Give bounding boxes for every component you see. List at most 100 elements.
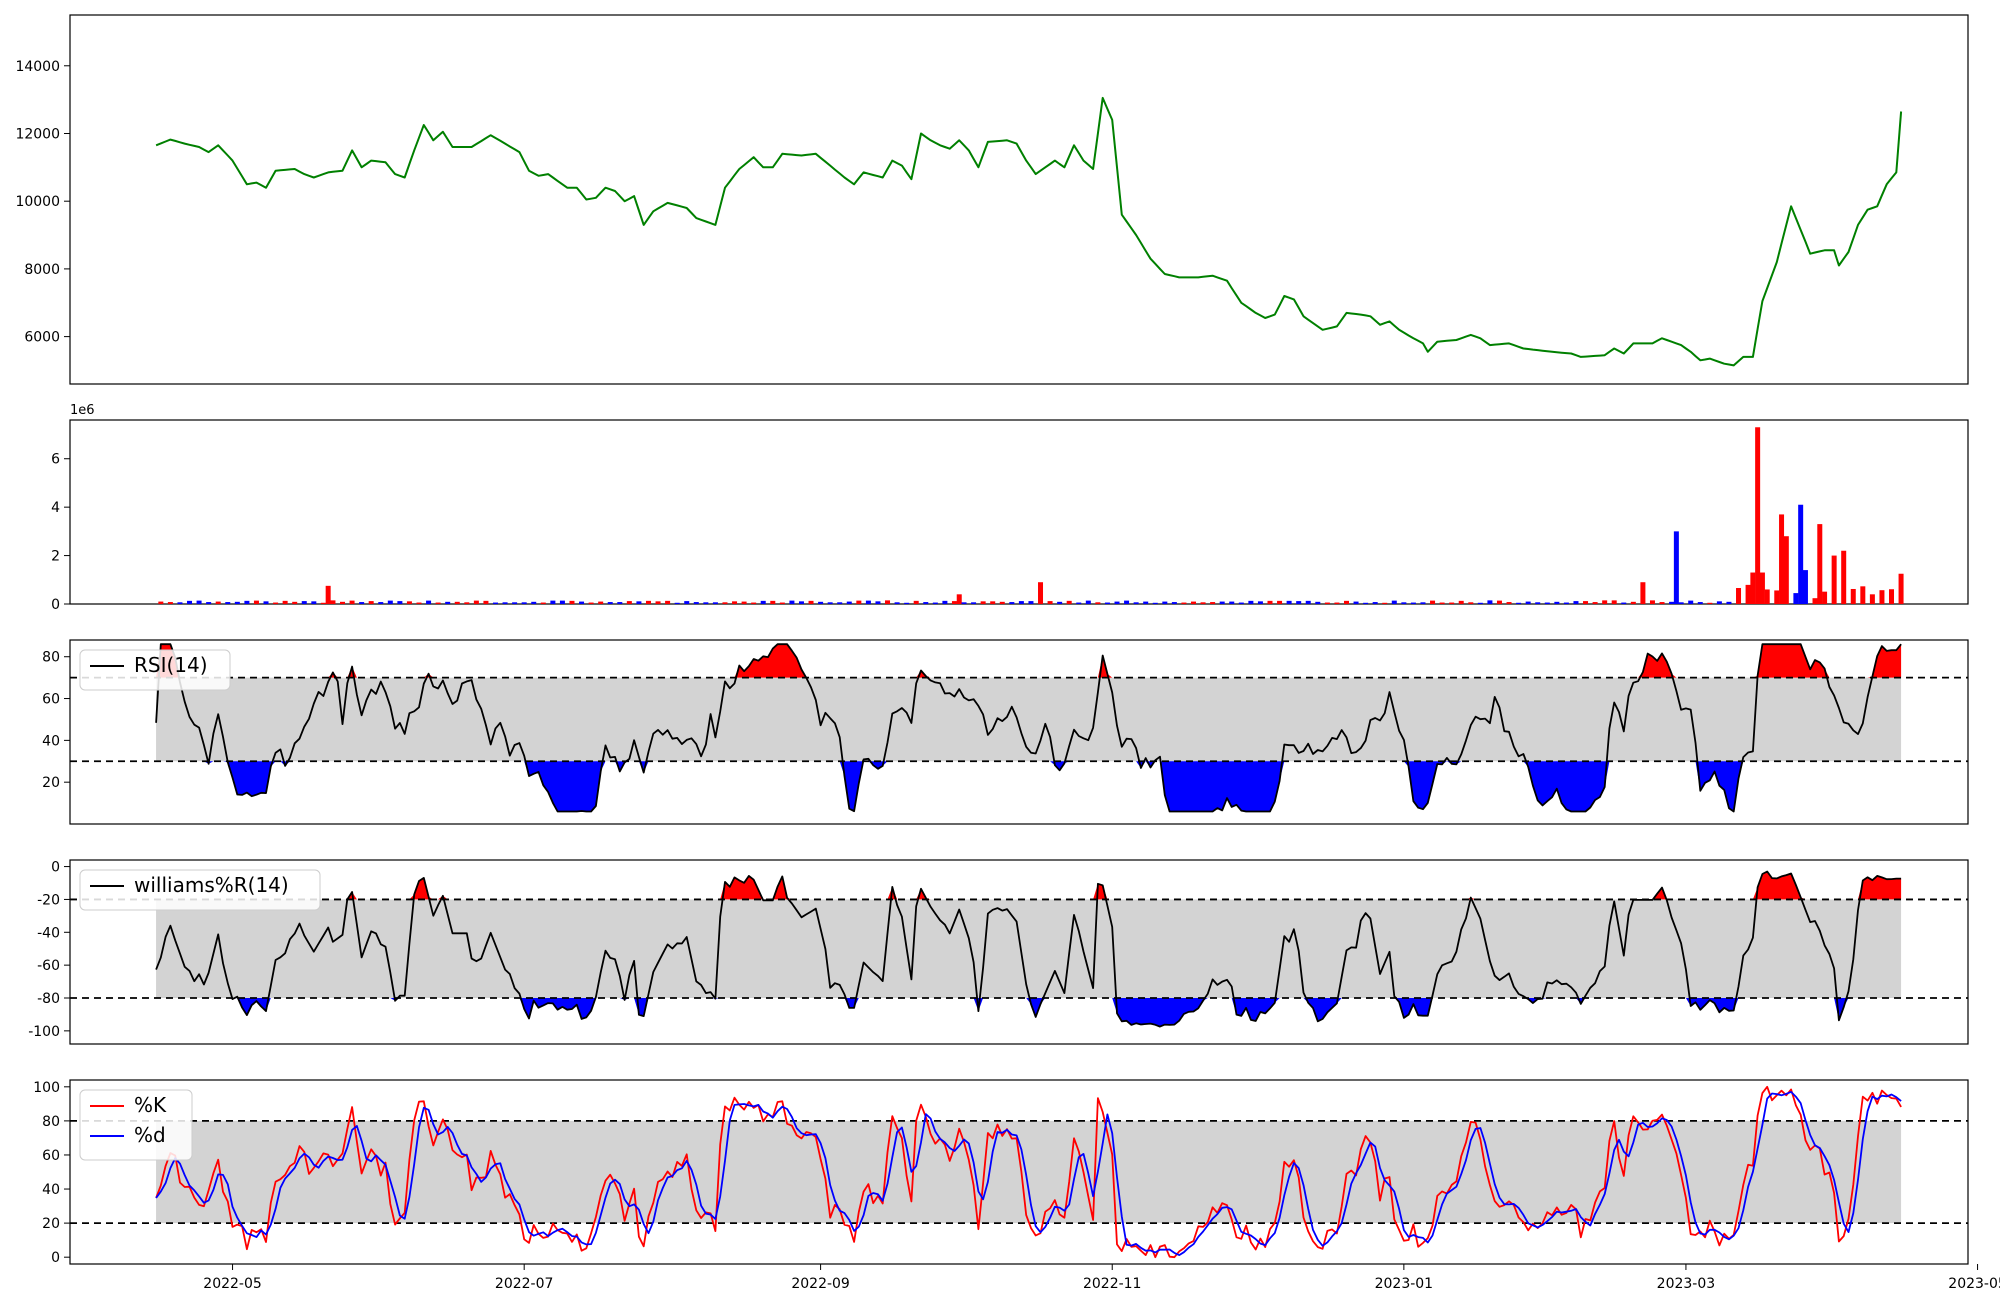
volume-bar [1363,602,1369,604]
volume-bar [827,602,833,604]
volume-bar [1850,588,1856,604]
volume-bar [1410,602,1416,604]
volume-bar [751,602,757,604]
volume-bar [435,602,441,604]
volume-bar [406,601,412,604]
stoch-series-%d [155,1091,1902,1256]
volume-bar [167,602,173,604]
volume-bar [215,601,221,604]
x-tick-label: 2022-11 [1083,1276,1142,1292]
volume-bar [1315,601,1321,604]
rsi-ytick-label: 60 [42,692,60,708]
volume-bar [645,600,651,604]
volume-bar [1793,593,1799,604]
volume-bar [980,601,986,604]
volume-bar [1095,602,1101,604]
volume-bar [1296,601,1302,604]
volume-bar [1889,589,1895,604]
williams-series-williams%R(14) [155,870,1902,1028]
williams-ytick-label: -80 [37,991,60,1007]
volume-bar [904,602,910,604]
volume-bar [722,602,728,604]
volume-bar [808,600,814,604]
volume-bar [875,601,881,604]
stoch-ytick-label: 80 [42,1114,60,1130]
rsi-ytick-label: 80 [42,650,60,666]
price-ytick-label: 14000 [15,59,60,75]
volume-bar [531,601,537,604]
volume-bar [368,601,374,604]
volume-bar [1812,598,1818,604]
volume-bar [1171,602,1177,604]
volume-bar [961,602,967,604]
volume-bar [292,601,298,604]
x-tick-label: 2023-03 [1657,1276,1716,1292]
volume-bar [263,601,269,604]
volume-bar [1305,600,1311,604]
volume-bar [158,601,164,604]
volume-scale-label: 1e6 [70,403,95,418]
volume-bar [1372,602,1378,604]
volume-bar [378,602,384,604]
volume-bar [187,600,193,604]
price-frame [69,14,1969,385]
williams-frame [69,859,1969,1045]
volume-bar [942,600,948,604]
volume-bar [1822,591,1828,604]
volume-bar [473,600,479,604]
x-tick-label: 2023-05 [1948,1276,2000,1292]
williams-legend [79,869,321,911]
volume-bar [1076,602,1082,604]
volume-bar [1544,602,1550,604]
volume-bar [865,600,871,604]
volume-bar [1430,600,1436,604]
volume-bar [1286,600,1292,604]
volume-bar [1152,602,1158,604]
williams-band-fill [156,899,1902,998]
volume-bar [1611,600,1617,604]
volume-bar [971,602,977,604]
volume-bar [512,602,518,604]
volume-bar [253,600,259,604]
volume-bar [1525,601,1531,604]
volume-bar [1085,600,1091,604]
volume-bar [1630,601,1636,604]
volume-bar [607,602,613,604]
volume-bar [1869,594,1875,604]
volume-bar [1238,602,1244,604]
volume-bar [1736,588,1742,604]
volume-bar [1353,601,1359,604]
volume-bar [693,602,699,604]
volume-bar [1817,524,1823,604]
volume-bar [932,602,938,604]
volume-bar [1114,601,1120,604]
volume-bar [1267,600,1273,604]
volume-bar [1038,582,1044,604]
volume-bar [1779,514,1785,604]
volume-bar [1554,601,1560,604]
x-tick-label: 2022-09 [791,1276,850,1292]
volume-bar [1659,602,1665,604]
volume-bar [1219,601,1225,604]
volume-bar [445,601,451,604]
volume-bar [1104,602,1110,604]
volume-bar [1640,582,1646,604]
williams-ytick-label: -100 [28,1024,60,1040]
volume-bar [1382,602,1388,604]
volume-bar [1716,601,1722,604]
volume-bar [1401,602,1407,604]
volume-bar [674,602,680,604]
williams-oversold-fill [156,998,1902,1027]
volume-bar [1563,602,1569,604]
volume-bar [617,602,623,604]
volume-bar [913,600,919,604]
volume-bar [1688,600,1694,604]
volume-ytick-label: 6 [51,452,60,468]
volume-bar [1124,600,1130,604]
volume-bar [1009,602,1015,604]
volume-bar [1621,602,1627,604]
volume-bar [760,600,766,604]
volume-bar [1535,602,1541,604]
williams-legend-label: williams%R(14) [134,873,289,897]
volume-bar [550,600,556,604]
